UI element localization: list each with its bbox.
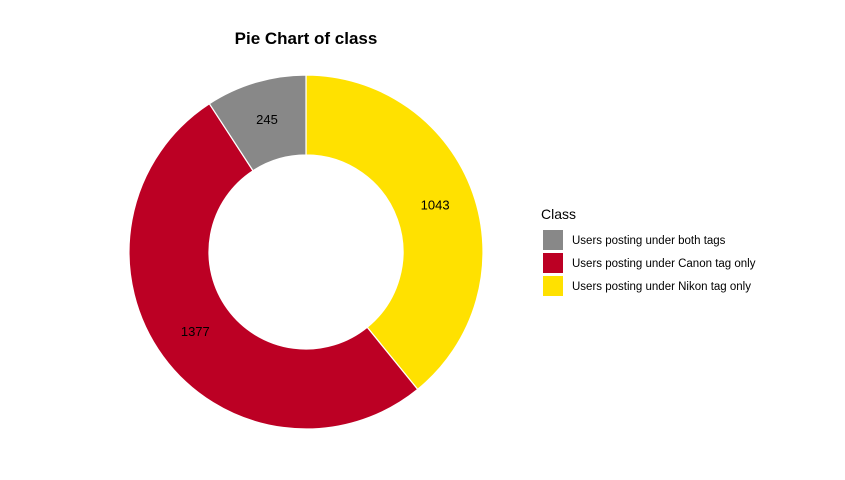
legend-swatch	[543, 253, 563, 273]
slices-layer	[128, 74, 484, 430]
pie-slice-users-posting-under-nikon-tag-only	[305, 74, 484, 391]
legend-swatch	[543, 276, 563, 296]
pie-slice-users-posting-under-canon-tag-only	[128, 102, 419, 430]
slice-value-label: 1377	[181, 324, 210, 339]
slice-value-label: 1043	[421, 198, 450, 213]
legend-label: Users posting under both tags	[572, 235, 726, 247]
legend-title: Class	[541, 206, 576, 222]
legend-items: Users posting under both tags Users posti…	[543, 230, 756, 296]
slice-value-label: 245	[256, 112, 278, 127]
legend: Class Users posting under both tagsUsers…	[541, 206, 756, 296]
legend-label: Users posting under Nikon tag only	[572, 281, 751, 293]
legend-label: Users posting under Canon tag only	[572, 258, 756, 270]
chart-title: Pie Chart of class	[235, 29, 378, 48]
pie-slice-users-posting-under-both-tags	[208, 74, 307, 172]
slice-labels-layer: 1043 1377 245	[181, 112, 450, 339]
legend-swatch	[543, 230, 563, 250]
